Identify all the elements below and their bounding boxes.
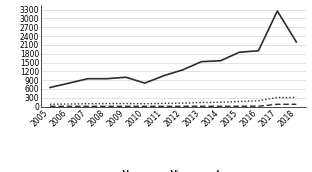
Legend: Max, Min, Average: Max, Min, Average	[93, 167, 253, 172]
